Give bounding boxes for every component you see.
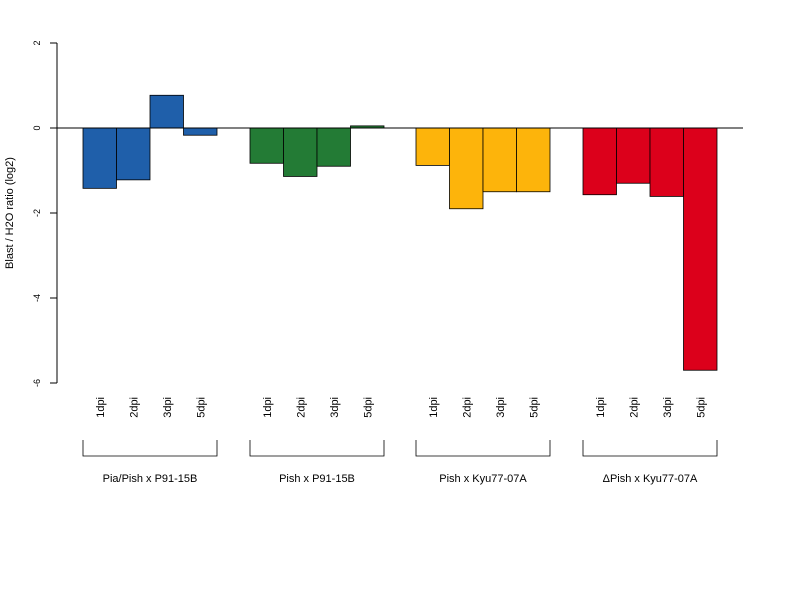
bar <box>516 127 551 193</box>
x-tick-label: 2dpi <box>295 397 307 418</box>
x-tick-label: 3dpi <box>662 397 674 418</box>
bar <box>116 127 151 181</box>
group-label: Pish x Kyu77-07A <box>439 473 527 485</box>
x-tick-label: 5dpi <box>528 397 540 418</box>
y-tick-label: -6 <box>32 379 42 387</box>
bar <box>649 127 684 197</box>
bar <box>683 127 718 371</box>
group-label: ΔPish x Kyu77-07A <box>603 473 698 485</box>
bar <box>149 94 184 129</box>
bar <box>582 127 617 196</box>
x-tick-label: 1dpi <box>95 397 107 418</box>
x-tick-label: 2dpi <box>128 397 140 418</box>
x-tick-label: 3dpi <box>329 397 341 418</box>
bar <box>449 127 484 210</box>
y-tick-label: -4 <box>32 294 42 302</box>
y-tick-label: 2 <box>32 40 42 45</box>
group-bracket <box>82 440 218 457</box>
x-tick-label: 5dpi <box>195 397 207 418</box>
bar <box>183 127 218 136</box>
x-tick-label: 1dpi <box>428 397 440 418</box>
x-tick-label: 1dpi <box>595 397 607 418</box>
group-label: Pish x P91-15B <box>279 473 355 485</box>
y-tick-label: 0 <box>32 125 42 130</box>
bar <box>316 127 351 167</box>
group-bracket <box>249 440 385 457</box>
x-tick-labels: 1dpi 2dpi 3dpi 5dpi 1dpi 2dpi 3dpi 5dpi 1dpi 2dpi… <box>95 397 708 418</box>
group-bracket <box>415 440 551 457</box>
bar <box>482 127 517 193</box>
x-tick-label: 1dpi <box>262 397 274 418</box>
bar <box>283 127 318 177</box>
group-bracket <box>582 440 718 457</box>
y-tick-label: -2 <box>32 209 42 217</box>
y-axis-label: Blast / H2O ratio (log2) <box>4 157 16 269</box>
x-tick-label: 2dpi <box>628 397 640 418</box>
bar <box>249 127 284 164</box>
y-axis: 2 0 -2 -4 -6 <box>32 40 58 387</box>
x-tick-label: 3dpi <box>162 397 174 418</box>
bar <box>415 127 450 166</box>
x-tick-label: 5dpi <box>695 397 707 418</box>
group-label: Pia/Pish x P91-15B <box>103 473 198 485</box>
group-brackets: Pia/Pish x P91-15B Pish x P91-15B Pish x K… <box>82 440 718 485</box>
x-tick-label: 2dpi <box>461 397 473 418</box>
x-tick-label: 3dpi <box>495 397 507 418</box>
bar <box>82 127 117 189</box>
bar <box>616 127 651 184</box>
x-tick-label: 5dpi <box>362 397 374 418</box>
bars <box>82 94 718 371</box>
